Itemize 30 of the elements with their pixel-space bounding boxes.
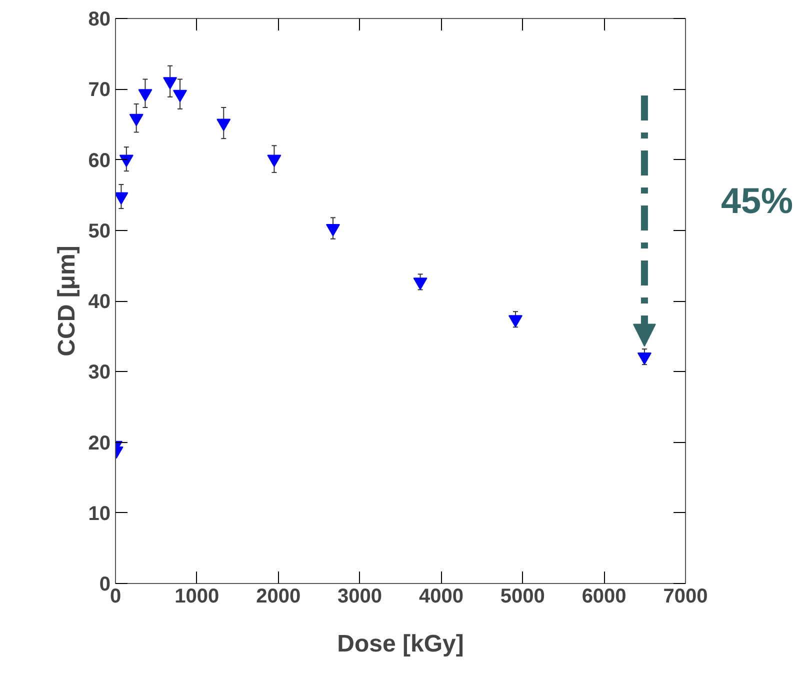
point <box>138 89 152 102</box>
x-tick-label: 1000 <box>174 586 220 608</box>
point <box>172 90 187 102</box>
point <box>413 278 428 290</box>
x-axis-title: Dose [kGy] <box>337 630 464 658</box>
y-tick-label: 50 <box>88 220 111 242</box>
x-tick-label: 4000 <box>418 586 464 608</box>
y-tick-label: 20 <box>88 432 111 454</box>
y-axis-title: CCD [μm] <box>53 246 80 356</box>
y-tick-label: 70 <box>88 79 111 102</box>
point <box>116 192 128 204</box>
point <box>326 224 340 236</box>
point <box>637 352 652 365</box>
y-tick-label: 40 <box>88 291 111 313</box>
point <box>129 114 144 126</box>
text: 45% <box>721 179 794 223</box>
x-tick-label: 3000 <box>338 586 382 608</box>
y-tick-label: 30 <box>88 362 111 384</box>
y-tick-label: 10 <box>88 502 111 525</box>
x-tick-label: 5000 <box>500 586 545 608</box>
point <box>267 154 282 168</box>
x-tick-label: 7000 <box>663 586 708 608</box>
x-tick-label: 2000 <box>256 586 301 608</box>
point <box>508 315 522 328</box>
point <box>119 154 134 168</box>
y-tick-label: 80 <box>88 8 111 30</box>
x-tick-label: 6000 <box>582 586 626 608</box>
point <box>163 77 178 90</box>
point <box>216 118 231 132</box>
y-tick-label: 60 <box>88 150 111 172</box>
